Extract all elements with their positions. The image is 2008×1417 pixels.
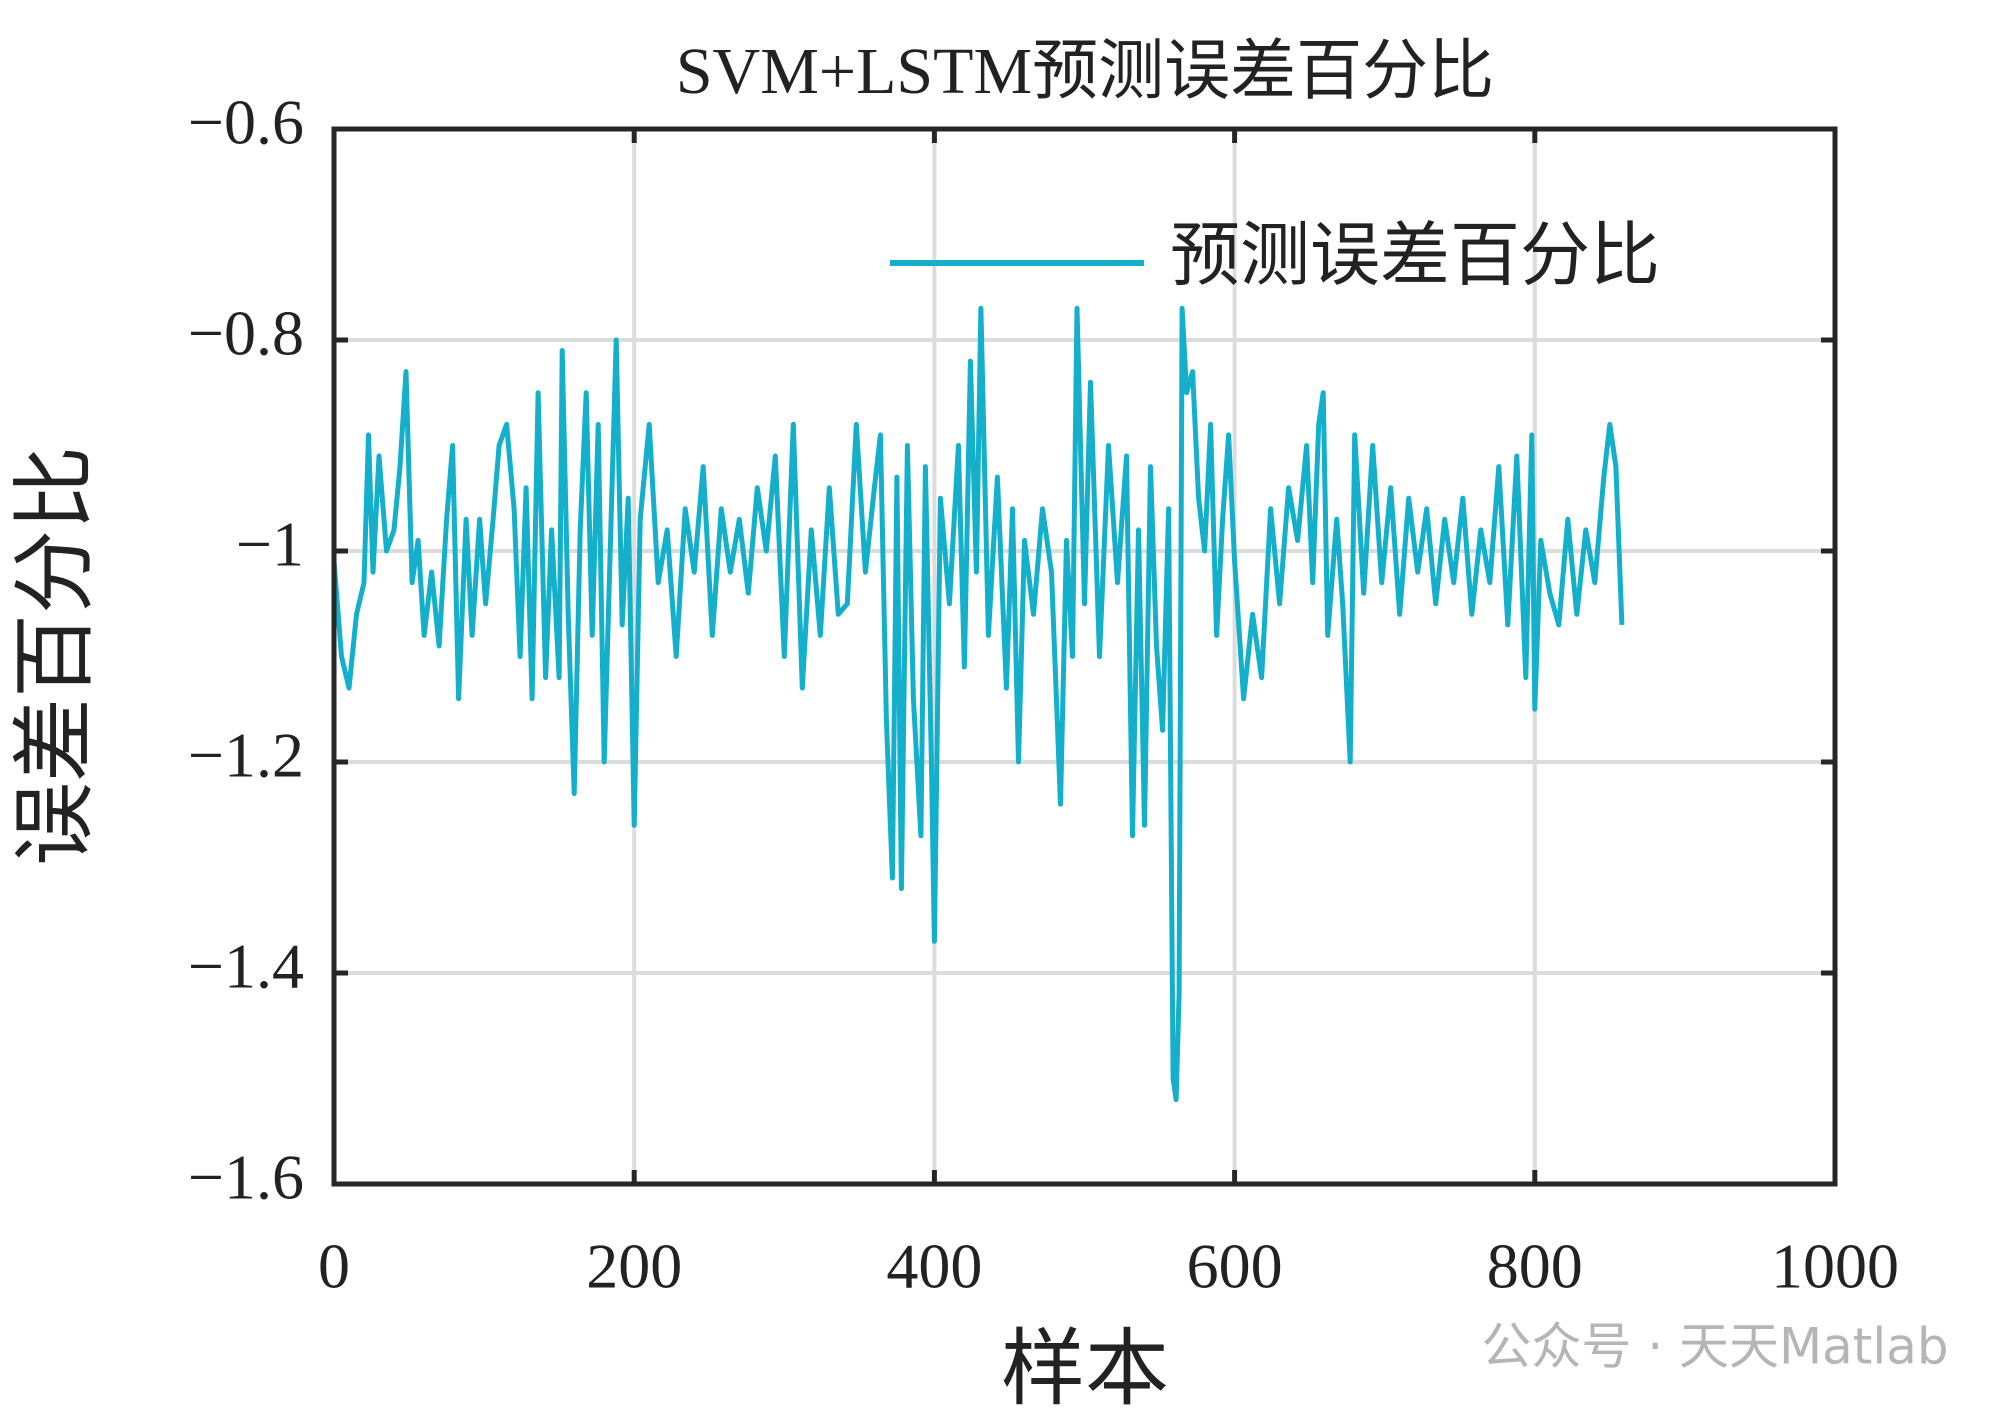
data-line (331, 305, 1625, 1103)
x-axis-label: 样本 (1001, 1323, 1169, 1416)
watermark: 公众号 · 天天Matlab (1481, 1318, 1948, 1376)
x-tick-label: 800 (1487, 1231, 1583, 1302)
y-tick-label: −1.2 (188, 720, 304, 791)
x-tick-label: 200 (586, 1231, 682, 1302)
chart-title: SVM+LSTM预测误差百分比 (676, 35, 1494, 108)
y-tick-label: −0.8 (188, 298, 304, 369)
x-tick-label: 400 (886, 1231, 982, 1302)
y-tick-label: −1.6 (188, 1142, 304, 1213)
x-tick-label: 0 (318, 1231, 350, 1302)
x-tick-label: 1000 (1771, 1231, 1899, 1302)
y-axis-label: 误差百分比 (9, 446, 102, 866)
x-tick-label: 600 (1187, 1231, 1283, 1302)
legend-label: 预测误差百分比 (1170, 218, 1660, 295)
y-tick-label: −0.6 (188, 87, 304, 158)
y-tick-label: −1.4 (188, 931, 304, 1002)
plot-frame (331, 126, 1838, 1187)
y-tick-label: −1 (236, 509, 304, 580)
